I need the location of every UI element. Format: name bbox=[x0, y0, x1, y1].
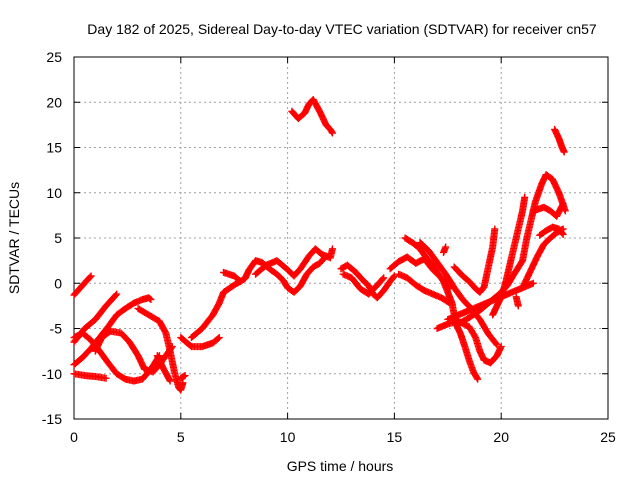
data-point-marker bbox=[497, 343, 505, 351]
data-point-marker bbox=[86, 273, 94, 281]
series-arc-9 bbox=[177, 372, 189, 382]
data-point-marker bbox=[113, 290, 121, 298]
series-arc-4 bbox=[70, 329, 163, 385]
y-tick-label: -10 bbox=[42, 366, 62, 382]
data-point-marker bbox=[559, 200, 567, 208]
data-marks bbox=[70, 96, 569, 394]
data-point-marker bbox=[102, 374, 110, 382]
series-arc-7 bbox=[134, 305, 187, 394]
series-arc-14 bbox=[288, 96, 336, 137]
series-arc-15 bbox=[337, 261, 398, 302]
series-arc-6 bbox=[70, 370, 110, 382]
series-arc-31 bbox=[551, 125, 568, 156]
x-tick-label: 20 bbox=[493, 429, 509, 445]
series-arc-18 bbox=[395, 270, 454, 307]
data-point-marker bbox=[181, 372, 189, 380]
x-tick-label: 25 bbox=[600, 429, 616, 445]
series-arc-25 bbox=[454, 171, 569, 328]
y-tick-label: 0 bbox=[54, 275, 62, 291]
y-tick-label: -15 bbox=[42, 411, 62, 427]
x-tick-label: 0 bbox=[70, 429, 78, 445]
series-arc-13 bbox=[252, 245, 336, 280]
data-point-marker bbox=[380, 274, 388, 282]
series-arc-10 bbox=[177, 334, 223, 351]
axes: 0 5 10 15 20 25 -15 -10 -5 0 5 10 15 20 25 bbox=[42, 49, 616, 445]
data-point-marker bbox=[492, 340, 500, 348]
data-point-marker bbox=[390, 272, 398, 280]
data-point-marker bbox=[558, 201, 566, 209]
data-point-marker bbox=[165, 376, 173, 384]
data-point-marker bbox=[514, 302, 522, 310]
data-point-marker bbox=[473, 374, 481, 382]
series-arc-12 bbox=[220, 268, 245, 285]
data-point-marker bbox=[529, 279, 537, 287]
data-point-marker bbox=[112, 291, 120, 299]
data-point-marker bbox=[328, 128, 336, 136]
x-tick-label: 5 bbox=[177, 429, 185, 445]
y-axis-title: SDTVAR / TECUs bbox=[6, 182, 22, 294]
series-arc-23 bbox=[440, 243, 450, 256]
x-tick-label: 15 bbox=[387, 429, 403, 445]
series-arc-29 bbox=[529, 200, 567, 220]
series-arc-28 bbox=[519, 225, 567, 292]
data-point-marker bbox=[179, 379, 187, 387]
data-point-marker bbox=[236, 277, 244, 285]
x-axis-title: GPS time / hours bbox=[287, 458, 394, 474]
chart-title: Day 182 of 2025, Sidereal Day-to-day VTE… bbox=[87, 21, 597, 37]
series-arc-21 bbox=[433, 317, 505, 367]
data-point-marker bbox=[560, 148, 568, 156]
x-tick-label: 10 bbox=[280, 429, 296, 445]
data-point-marker bbox=[493, 341, 501, 349]
data-point-marker bbox=[214, 334, 222, 342]
data-point-marker bbox=[328, 245, 336, 253]
data-point-marker bbox=[379, 275, 387, 283]
data-point-marker bbox=[328, 129, 336, 137]
data-point-marker bbox=[491, 225, 499, 233]
y-tick-label: 15 bbox=[46, 140, 62, 156]
data-point-marker bbox=[215, 334, 223, 342]
y-tick-label: 20 bbox=[46, 94, 62, 110]
data-point-marker bbox=[521, 193, 529, 201]
series-arc-27 bbox=[512, 293, 522, 310]
data-point-marker bbox=[390, 273, 398, 281]
y-tick-label: 10 bbox=[46, 185, 62, 201]
data-point-marker bbox=[442, 243, 450, 251]
data-point-marker bbox=[559, 230, 567, 238]
y-tick-label: -5 bbox=[50, 321, 63, 337]
data-point-marker bbox=[166, 377, 174, 385]
data-point-marker bbox=[237, 277, 245, 285]
data-point-marker bbox=[474, 375, 482, 383]
series-arc-24 bbox=[450, 225, 499, 296]
series-arc-1 bbox=[70, 272, 95, 299]
y-tick-label: 5 bbox=[54, 230, 62, 246]
series-arc-11 bbox=[187, 252, 330, 342]
series-arc-16 bbox=[339, 270, 388, 298]
data-point-marker bbox=[558, 229, 566, 237]
y-tick-label: 25 bbox=[46, 49, 62, 65]
data-point-marker bbox=[147, 296, 155, 304]
data-point-marker bbox=[146, 295, 154, 303]
data-point-marker bbox=[87, 272, 95, 280]
series-arc-8 bbox=[153, 352, 174, 385]
series-arc-26 bbox=[489, 193, 529, 319]
series-arc-30 bbox=[536, 223, 567, 239]
